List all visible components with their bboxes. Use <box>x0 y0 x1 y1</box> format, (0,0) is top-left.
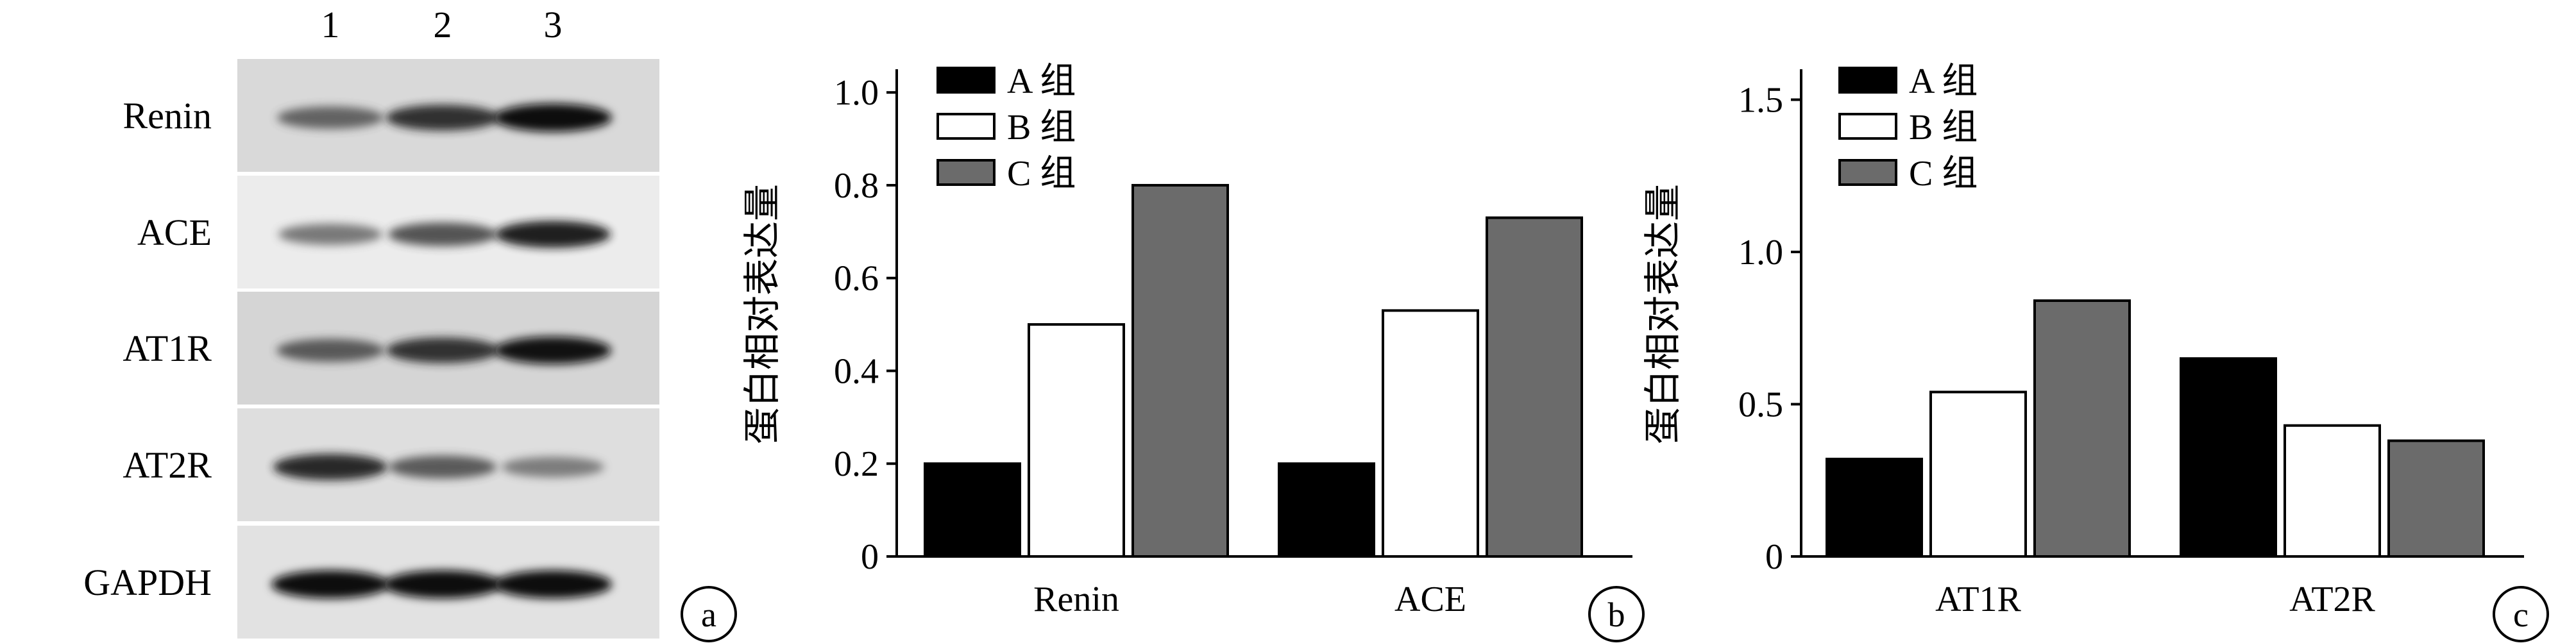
blot-band <box>386 337 499 363</box>
chart-b-y-axis-label: 蛋白相对表达量 <box>741 184 783 444</box>
blot-band <box>278 224 382 246</box>
bar <box>1486 216 1583 558</box>
chart-c-bars <box>1826 299 2485 558</box>
panel-a-western-blot: 1 2 3 Renin ACE AT1R AT2R GAPDH a <box>83 4 737 642</box>
bar <box>1382 309 1479 558</box>
legend-label: A 组 <box>1909 62 1978 101</box>
y-tick-label: 0.8 <box>834 166 879 206</box>
blot-band <box>495 337 611 365</box>
legend-label: B 组 <box>1007 108 1076 147</box>
panel-a-tag-text: a <box>701 596 716 634</box>
legend-swatch <box>1838 67 1897 94</box>
blot-row-label: ACE <box>137 212 212 253</box>
lane-label: 3 <box>544 4 563 46</box>
chart-c-tag: c <box>2493 586 2549 642</box>
y-tick-label: 1.0 <box>1738 233 1783 272</box>
blot-row-label: Renin <box>123 95 212 137</box>
chart-b-bars <box>924 183 1583 558</box>
lane-label: 2 <box>434 4 452 46</box>
legend-label: C 组 <box>1007 154 1076 194</box>
lane-label: 1 <box>321 4 340 46</box>
blot-band <box>494 103 612 132</box>
blot-band <box>384 570 502 599</box>
bar <box>1278 462 1375 558</box>
blot-band <box>386 104 500 131</box>
legend-label: B 组 <box>1909 108 1978 147</box>
bar <box>924 462 1021 558</box>
panel-a-tag: a <box>681 586 737 642</box>
bar <box>2180 357 2277 558</box>
blot-band <box>389 455 496 479</box>
bar <box>2033 299 2131 558</box>
x-tick-label: AT1R <box>1935 580 2021 619</box>
y-tick-label: 0 <box>861 537 879 577</box>
blot-band <box>276 338 384 362</box>
blot-rows: Renin ACE AT1R AT2R GAPDH <box>83 59 659 639</box>
legend-label: C 组 <box>1909 154 1978 194</box>
legend-swatch <box>936 67 996 94</box>
x-tick-label: Renin <box>1033 580 1119 619</box>
legend-swatch <box>1838 159 1897 186</box>
chart-c: 蛋白相对表达量 0 0.5 1.0 1.5 AT1R AT2R A 组 B 组 C 组 c <box>1642 62 2549 642</box>
blot-band <box>502 456 604 478</box>
blot-band <box>495 221 611 248</box>
blot-band <box>277 106 384 129</box>
bar <box>1929 390 2027 558</box>
legend-swatch <box>936 159 996 186</box>
bar <box>1028 323 1125 558</box>
y-tick-label: 0.2 <box>834 444 879 484</box>
chart-c-legend: A 组 B 组 C 组 <box>1838 62 1978 194</box>
chart-c-y-axis-label: 蛋白相对表达量 <box>1642 184 1684 444</box>
y-tick-label: 0.4 <box>834 351 879 391</box>
x-tick-label: AT2R <box>2289 580 2375 619</box>
blot-row-label: AT1R <box>123 328 212 369</box>
bar <box>1826 458 1923 558</box>
chart-b: 蛋白相对表达量 0 0.2 0.4 0.6 0.8 1.0 Renin ACE A 组 B 组… <box>741 62 1645 642</box>
blot-band <box>271 570 389 599</box>
blot-band <box>388 222 497 247</box>
blot-band <box>494 570 612 599</box>
chart-b-legend: A 组 B 组 C 组 <box>936 62 1076 194</box>
blot-row-label: GAPDH <box>83 562 212 603</box>
y-tick-label: 0.5 <box>1738 385 1783 425</box>
chart-c-x-tick-labels: AT1R AT2R <box>1935 580 2375 619</box>
blot-row: GAPDH <box>83 526 659 639</box>
blot-row: ACE <box>137 176 659 288</box>
blot-row: AT2R <box>123 408 659 521</box>
bar <box>1131 183 1229 558</box>
chart-c-tag-text: c <box>2513 596 2529 634</box>
y-tick-label: 1.5 <box>1738 81 1783 121</box>
chart-b-x-tick-labels: Renin ACE <box>1033 580 1466 619</box>
bar <box>2387 439 2485 558</box>
blot-row-label: AT2R <box>123 444 212 486</box>
chart-b-tag: b <box>1588 586 1645 642</box>
y-tick-label: 0 <box>1765 537 1783 577</box>
blot-band <box>273 454 387 481</box>
blot-row: AT1R <box>123 292 659 405</box>
blot-row: Renin <box>123 59 659 172</box>
bar <box>2284 424 2381 558</box>
chart-b-tag-text: b <box>1608 596 1625 634</box>
legend-swatch <box>936 113 996 140</box>
lane-labels: 1 2 3 <box>321 4 563 46</box>
legend-swatch <box>1838 113 1897 140</box>
legend-label: A 组 <box>1007 62 1076 101</box>
y-tick-label: 0.6 <box>834 259 879 299</box>
y-tick-label: 1.0 <box>834 73 879 113</box>
x-tick-label: ACE <box>1394 580 1466 619</box>
